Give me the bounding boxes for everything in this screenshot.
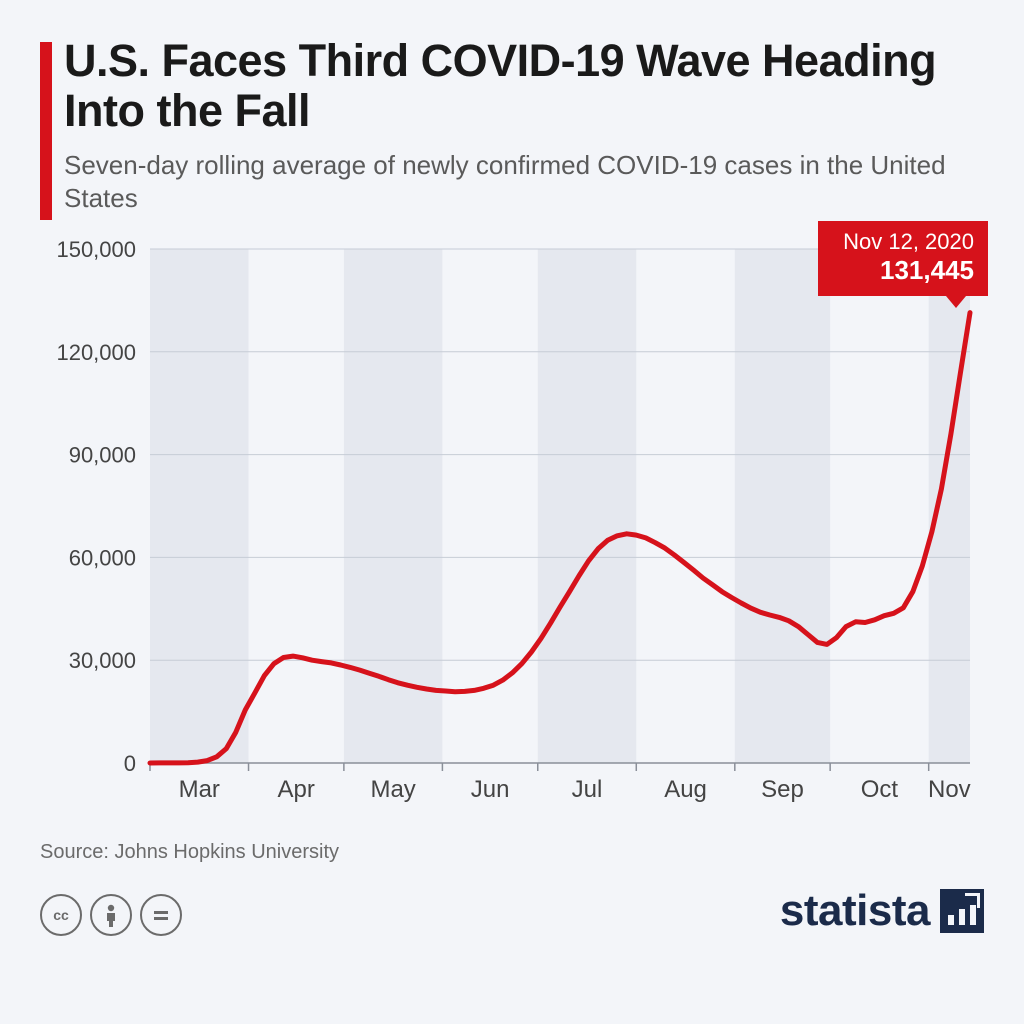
svg-text:Oct: Oct [861,776,899,803]
statista-logo: statista [780,886,984,936]
svg-text:150,000: 150,000 [56,237,136,262]
svg-text:Jun: Jun [471,776,510,803]
svg-text:120,000: 120,000 [56,340,136,365]
svg-text:cc: cc [53,907,69,923]
svg-text:0: 0 [124,751,136,776]
chart-container: 0 30,000 60,000 90,000 120,000 150,000 Mar Apr M… [40,233,984,823]
cc-license-icons: cc [40,894,182,936]
source-label: Source: Johns Hopkins University [40,841,984,864]
svg-text:May: May [370,776,415,803]
nd-icon [140,894,182,936]
covid-line-chart: 0 30,000 60,000 90,000 120,000 150,000 Mar Apr M… [40,233,980,823]
by-icon [90,894,132,936]
brand-text: statista [780,886,930,936]
svg-text:Aug: Aug [664,776,707,803]
svg-text:Jul: Jul [572,776,603,803]
callout-value: 131,445 [832,255,974,286]
callout-date: Nov 12, 2020 [832,229,974,255]
latest-value-callout: Nov 12, 2020 131,445 [818,221,988,297]
title-accent-bar [40,42,52,220]
page-subtitle: Seven-day rolling average of newly confi… [64,149,964,216]
svg-text:90,000: 90,000 [69,443,136,468]
svg-text:Apr: Apr [278,776,315,803]
svg-text:Mar: Mar [179,776,220,803]
cc-icon: cc [40,894,82,936]
svg-text:60,000: 60,000 [69,546,136,571]
header: U.S. Faces Third COVID-19 Wave Heading I… [40,36,984,215]
svg-text:Nov: Nov [928,776,971,803]
brand-mark-icon [940,889,984,933]
footer: cc statista [40,886,984,936]
page-title: U.S. Faces Third COVID-19 Wave Heading I… [64,36,984,137]
svg-text:Sep: Sep [761,776,804,803]
svg-text:30,000: 30,000 [69,649,136,674]
